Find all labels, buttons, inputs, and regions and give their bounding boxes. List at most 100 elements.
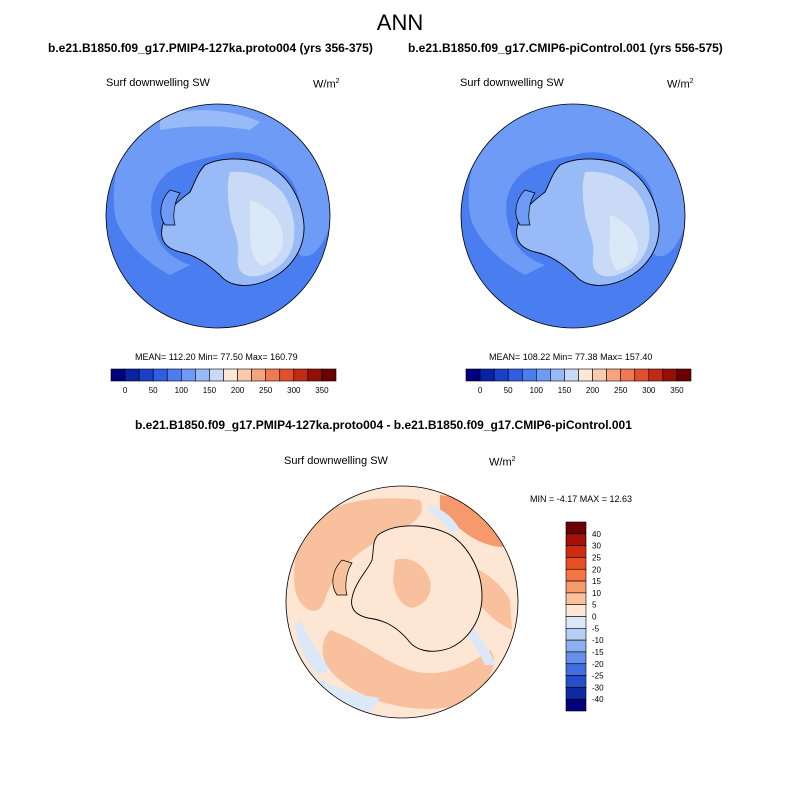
colorbar-swatch <box>565 521 587 535</box>
colorbar-tick-label: 350 <box>670 386 684 395</box>
left-colorbar: 0 50 100 150 200 250 300 350 <box>110 368 337 395</box>
left-units-label: W/m2 <box>313 78 340 91</box>
colorbar-swatch <box>479 368 495 382</box>
colorbar-swatch <box>565 604 587 617</box>
diff-antarctica-warm <box>393 558 431 608</box>
colorbar-tick-label: -15 <box>592 648 604 657</box>
colorbar-swatch <box>307 368 323 382</box>
colorbar-swatch <box>648 368 664 382</box>
right-case-title: b.e21.B1850.f09_g17.CMIP6-piControl.001 … <box>408 41 723 55</box>
colorbar-swatch <box>676 368 692 382</box>
colorbar-swatch <box>565 663 587 676</box>
right-colorbar: 0 50 100 150 200 250 300 350 <box>465 368 692 395</box>
diff-units-label: W/m2 <box>489 456 516 469</box>
colorbar-swatch <box>138 368 154 382</box>
colorbar-tick-label: 50 <box>149 386 158 395</box>
colorbar-swatch <box>465 368 481 382</box>
colorbar-swatch <box>124 368 140 382</box>
colorbar-tick-label: 5 <box>592 601 597 610</box>
colorbar-tick-label: -5 <box>592 624 600 633</box>
right-units-label: W/m2 <box>667 78 694 91</box>
colorbar-tick-label: 250 <box>259 386 273 395</box>
colorbar-tick-label: 20 <box>592 565 601 574</box>
colorbar-swatch <box>195 368 210 382</box>
colorbar-swatch <box>293 368 309 382</box>
colorbar-tick-label: 150 <box>203 386 217 395</box>
colorbar-swatch <box>110 368 126 382</box>
colorbar-tick-label: 40 <box>592 530 601 539</box>
colorbar-swatch <box>321 368 337 382</box>
colorbar-tick-label: -10 <box>592 636 604 645</box>
left-band-light <box>160 110 260 130</box>
colorbar-swatch <box>565 568 587 582</box>
right-stats: MEAN= 108.22 Min= 77.38 Max= 157.40 <box>489 352 653 362</box>
colorbar-tick-label: -25 <box>592 672 604 681</box>
left-map-border <box>105 103 331 329</box>
colorbar-swatch <box>620 368 636 382</box>
colorbar-swatch <box>565 533 587 546</box>
colorbar-tick-label: 350 <box>315 386 329 395</box>
colorbar-tick-label: 30 <box>592 542 601 551</box>
colorbar-swatch <box>565 698 587 712</box>
left-peninsula <box>160 189 181 226</box>
colorbar-swatch <box>565 675 587 688</box>
right-peninsula <box>515 189 536 226</box>
figure-title: ANN <box>376 10 424 35</box>
right-map <box>461 104 685 328</box>
colorbar-tick-label: 15 <box>592 577 601 586</box>
right-variable-label: Surf downwelling SW <box>460 77 564 89</box>
colorbar-tick-label: 50 <box>504 386 513 395</box>
colorbar-swatch <box>536 368 551 382</box>
colorbar-swatch <box>662 368 678 382</box>
colorbar-swatch <box>564 368 579 382</box>
colorbar-swatch <box>565 651 587 665</box>
right-band-fill <box>468 104 685 275</box>
colorbar-swatch <box>521 368 537 382</box>
diff-cool-patch-3 <box>428 505 460 532</box>
left-case-title: b.e21.B1850.f09_g17.PMIP4-127ka.proto004… <box>48 41 373 55</box>
colorbar-tick-label: -40 <box>592 695 604 704</box>
colorbar-tick-label: 10 <box>592 589 601 598</box>
colorbar-swatch <box>565 628 587 641</box>
colorbar-swatch <box>634 368 650 382</box>
colorbar-swatch <box>237 368 252 382</box>
colorbar-tick-label: 200 <box>586 386 600 395</box>
colorbar-tick-label: 300 <box>642 386 656 395</box>
colorbar-tick-label: 200 <box>231 386 245 395</box>
colorbar-tick-label: 100 <box>530 386 544 395</box>
diff-colorbar: 40 30 25 20 15 10 5 0 -5 -10 -15 -20 -25 -30 -40 <box>565 521 604 712</box>
diff-case-title: b.e21.B1850.f09_g17.PMIP4-127ka.proto004… <box>135 418 632 432</box>
left-band-fill <box>113 104 330 275</box>
colorbar-swatch <box>251 368 266 382</box>
right-map-border <box>460 103 686 329</box>
colorbar-swatch <box>507 368 523 382</box>
colorbar-swatch <box>181 368 196 382</box>
colorbar-swatch <box>223 368 238 382</box>
diff-cool-patch-1 <box>295 620 330 675</box>
colorbar-tick-label: 100 <box>175 386 189 395</box>
diff-cool-patch-2 <box>318 680 380 712</box>
diff-stats: MIN = -4.17 MAX = 12.63 <box>530 494 633 504</box>
colorbar-swatch <box>166 368 182 382</box>
colorbar-tick-label: 300 <box>287 386 301 395</box>
colorbar-swatch <box>279 368 295 382</box>
colorbar-swatch <box>565 592 587 605</box>
colorbar-tick-label: 250 <box>614 386 628 395</box>
diff-cool-patch-4 <box>465 625 495 665</box>
colorbar-tick-label: -30 <box>592 683 604 692</box>
diff-warm-patch-2 <box>440 495 512 547</box>
colorbar-swatch <box>565 580 587 594</box>
colorbar-swatch <box>565 687 587 700</box>
colorbar-tick-label: 0 <box>592 613 597 622</box>
colorbar-swatch <box>565 639 587 653</box>
colorbar-swatch <box>550 368 565 382</box>
left-antarctica-core <box>250 200 284 266</box>
colorbar-swatch <box>565 616 587 629</box>
colorbar-swatch <box>606 368 621 382</box>
left-stats: MEAN= 112.20 Min= 77.50 Max= 160.79 <box>135 352 298 362</box>
colorbar-tick-label: 25 <box>592 553 601 562</box>
colorbar-swatch <box>565 557 587 570</box>
diff-peninsula <box>332 559 353 596</box>
colorbar-swatch <box>592 368 607 382</box>
